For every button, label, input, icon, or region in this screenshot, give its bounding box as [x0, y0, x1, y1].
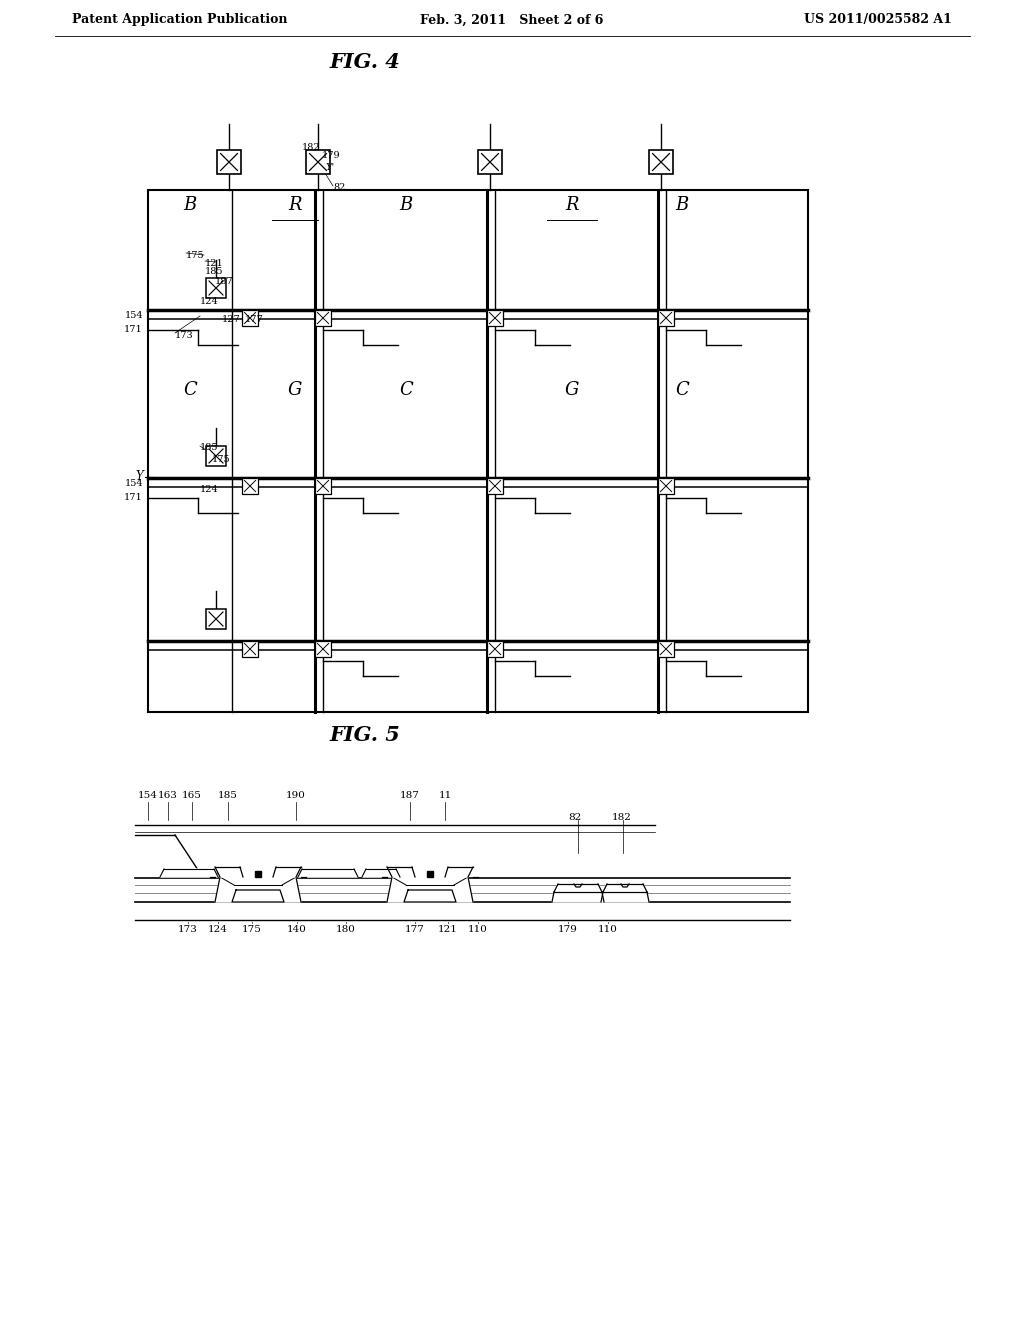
Polygon shape: [232, 890, 284, 902]
Text: 187: 187: [400, 791, 420, 800]
Bar: [315, 310, 331, 326]
Text: Patent Application Publication: Patent Application Publication: [72, 13, 288, 26]
Text: G: G: [288, 381, 302, 399]
Text: R: R: [288, 195, 302, 214]
Polygon shape: [160, 869, 218, 876]
Text: 110: 110: [598, 925, 617, 935]
Text: C: C: [183, 381, 197, 399]
Text: 185: 185: [218, 791, 238, 800]
Text: 173: 173: [178, 925, 198, 935]
Text: 165: 165: [182, 791, 202, 800]
Bar: [242, 310, 258, 326]
Text: B: B: [183, 195, 197, 214]
Text: 185: 185: [200, 444, 218, 453]
Text: R: R: [565, 195, 579, 214]
Text: 121: 121: [438, 925, 458, 935]
Polygon shape: [603, 884, 647, 892]
Text: 127: 127: [222, 315, 241, 325]
Text: 140: 140: [287, 925, 307, 935]
Text: Y': Y': [326, 164, 335, 173]
Text: 177: 177: [245, 315, 264, 325]
Text: 179: 179: [558, 925, 578, 935]
Polygon shape: [215, 876, 301, 902]
Bar: [217, 150, 241, 174]
Polygon shape: [552, 892, 604, 902]
Text: 171: 171: [124, 494, 143, 503]
Text: 124: 124: [200, 297, 219, 306]
Text: 182: 182: [302, 144, 321, 153]
Text: FIG. 5: FIG. 5: [330, 725, 400, 744]
Bar: [487, 478, 503, 494]
Bar: [658, 478, 674, 494]
Polygon shape: [601, 892, 649, 902]
Text: 175: 175: [242, 925, 262, 935]
Polygon shape: [445, 867, 473, 876]
Bar: [306, 150, 330, 174]
Text: B: B: [676, 195, 688, 214]
Bar: [487, 310, 503, 326]
Text: 185: 185: [205, 268, 223, 276]
Polygon shape: [273, 867, 301, 876]
Bar: [242, 642, 258, 657]
Bar: [649, 150, 673, 174]
Bar: [242, 478, 258, 494]
Text: 121: 121: [205, 259, 224, 268]
Text: 175: 175: [212, 455, 230, 465]
Text: 82: 82: [568, 813, 582, 821]
Text: 182: 182: [612, 813, 632, 821]
Polygon shape: [298, 869, 358, 876]
Text: B: B: [399, 195, 413, 214]
Polygon shape: [255, 871, 261, 876]
Bar: [206, 609, 226, 630]
Bar: [315, 642, 331, 657]
Bar: [478, 150, 502, 174]
Bar: [658, 310, 674, 326]
Bar: [148, 190, 808, 711]
Text: 180: 180: [336, 925, 356, 935]
Text: 177: 177: [406, 925, 425, 935]
Polygon shape: [387, 867, 415, 876]
Text: 171: 171: [124, 326, 143, 334]
Text: 187: 187: [215, 277, 233, 286]
Text: 124: 124: [200, 486, 219, 495]
Polygon shape: [554, 884, 602, 892]
Polygon shape: [427, 871, 433, 876]
Polygon shape: [215, 867, 243, 876]
Text: G: G: [565, 381, 580, 399]
Text: 175: 175: [186, 251, 205, 260]
Text: 11: 11: [438, 791, 452, 800]
Polygon shape: [362, 869, 400, 876]
Polygon shape: [404, 890, 456, 902]
Text: 154: 154: [124, 310, 143, 319]
Bar: [487, 642, 503, 657]
Bar: [206, 279, 226, 298]
Bar: [315, 478, 331, 494]
Text: Feb. 3, 2011   Sheet 2 of 6: Feb. 3, 2011 Sheet 2 of 6: [420, 13, 604, 26]
Text: 110: 110: [468, 925, 488, 935]
Text: 124: 124: [208, 925, 228, 935]
Text: C: C: [675, 381, 689, 399]
Text: 154: 154: [124, 479, 143, 488]
Text: US 2011/0025582 A1: US 2011/0025582 A1: [804, 13, 952, 26]
Text: 82: 82: [333, 183, 345, 193]
Text: 173: 173: [175, 330, 194, 339]
Bar: [658, 642, 674, 657]
Text: FIG. 4: FIG. 4: [330, 51, 400, 73]
Text: 190: 190: [286, 791, 306, 800]
Bar: [206, 446, 226, 466]
Text: Y: Y: [135, 470, 143, 483]
Text: C: C: [399, 381, 413, 399]
Text: 163: 163: [158, 791, 178, 800]
Text: 179: 179: [322, 150, 341, 160]
Polygon shape: [387, 876, 473, 902]
Text: 154: 154: [138, 791, 158, 800]
